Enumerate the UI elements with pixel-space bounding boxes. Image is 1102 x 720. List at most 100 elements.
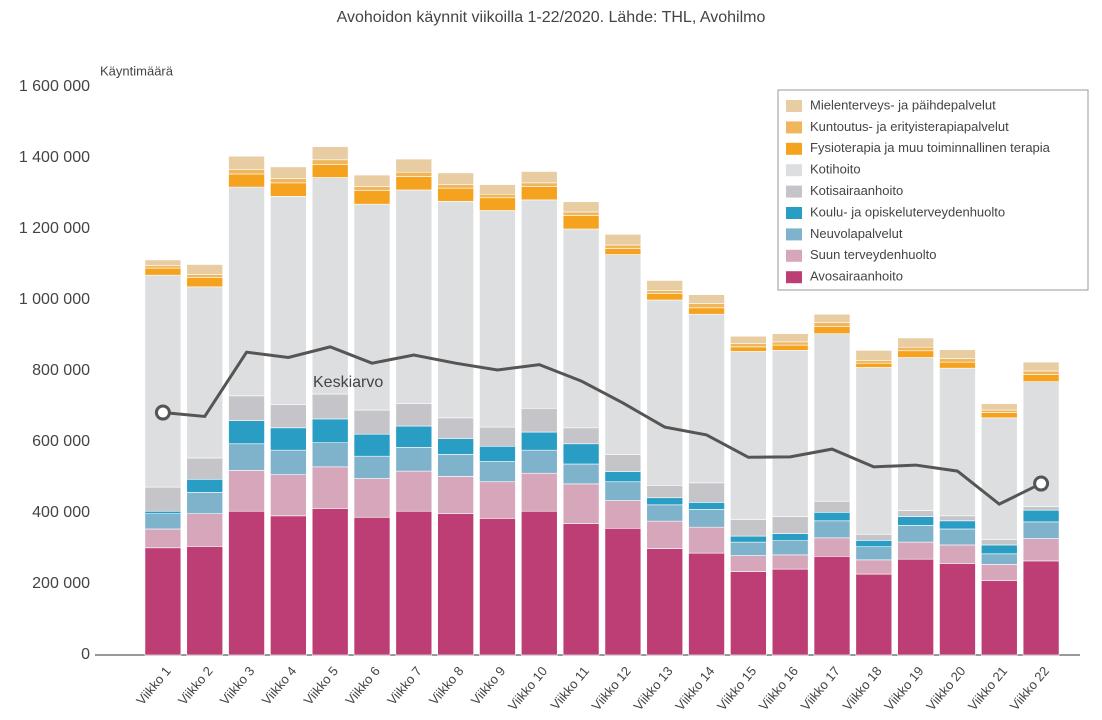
bar-segment	[980, 580, 1018, 656]
bar-segment	[604, 244, 642, 249]
bar-segment	[939, 367, 976, 517]
bar-segment	[520, 171, 558, 184]
bar-segment	[855, 367, 893, 535]
bar-segment	[980, 409, 1018, 413]
bar-segment	[897, 525, 934, 543]
bar-segment	[604, 500, 642, 529]
bar-segment	[939, 358, 976, 363]
bar-segment	[980, 553, 1018, 565]
x-tick-label: Viikko 10	[505, 663, 550, 713]
bar-segment	[813, 333, 851, 502]
legend-swatch	[786, 121, 802, 134]
x-tick-label: Viikko 11	[547, 663, 592, 712]
bar-segment	[270, 474, 307, 517]
bar-segment	[186, 277, 224, 288]
x-tick-label: Viikko 16	[756, 663, 801, 713]
line-end-marker	[154, 404, 171, 421]
bar-segment	[771, 540, 809, 556]
bar-segment	[646, 293, 684, 301]
bar-segment	[855, 540, 893, 548]
bar-segment	[646, 290, 684, 294]
bar-segment	[228, 470, 265, 512]
bar-segment	[311, 466, 349, 509]
x-tick-label: Viikko 6	[342, 663, 383, 707]
bar-segment	[270, 404, 307, 429]
bar-segment	[855, 350, 893, 361]
bar-segment	[897, 346, 934, 352]
bar-segment	[730, 571, 767, 656]
bar-segment	[395, 158, 433, 173]
legend-label: Kotihoito	[810, 162, 861, 177]
bar-segment	[604, 248, 642, 255]
bar-segment	[520, 182, 558, 187]
bar-segment	[813, 500, 851, 513]
bar-segment	[646, 504, 684, 522]
bar-segment	[604, 471, 642, 483]
bar-segment	[395, 447, 433, 472]
x-tick-label: Viikko 2	[175, 663, 216, 707]
bar-segment	[897, 337, 934, 348]
bar-segment	[479, 426, 516, 447]
bar-segment	[688, 526, 725, 554]
bar-segment	[688, 294, 725, 304]
bar-segment	[562, 228, 600, 429]
bar-segment	[479, 518, 516, 656]
bar-segment	[813, 326, 851, 335]
x-tick-label: Viikko 3	[217, 663, 258, 707]
legend-label: Kotisairaanhoito	[810, 183, 903, 198]
line-annotation: Keskiarvo	[313, 374, 383, 391]
bar-segment	[897, 357, 934, 511]
bar-segment	[437, 172, 474, 185]
bar-segment	[270, 427, 307, 451]
bar-segment	[813, 537, 851, 557]
bar-segment	[353, 433, 391, 457]
bar-segment	[437, 454, 474, 477]
bar-segment	[980, 544, 1018, 555]
bar-segment	[186, 457, 224, 480]
chart-title: Avohoidon käynnit viikoilla 1-22/2020. L…	[337, 9, 766, 26]
legend-swatch	[786, 228, 802, 241]
x-tick-label: Viikko 1	[133, 663, 174, 707]
bar-segment	[395, 470, 433, 512]
bar-segment	[771, 516, 809, 534]
bar-segment	[520, 199, 558, 409]
bar-segment	[311, 159, 349, 165]
bar-segment	[688, 307, 725, 315]
bar-segment	[813, 520, 851, 539]
bar-segment	[730, 335, 767, 344]
bar-segment	[646, 280, 684, 291]
bar-segment	[562, 523, 600, 656]
legend-label: Suun terveydenhuolto	[810, 247, 936, 262]
x-tick-label: Viikko 4	[259, 663, 300, 707]
bar-segment	[395, 189, 433, 404]
bar-segment	[270, 196, 307, 406]
y-tick-label: 200 000	[32, 575, 90, 592]
x-tick-label: Viikko 21	[965, 663, 1010, 713]
bar-segment	[855, 533, 893, 541]
bar-segment	[980, 539, 1018, 546]
y-axis-label: Käyntimäärä	[100, 63, 174, 78]
bar-segment	[144, 510, 182, 515]
bar-segment	[186, 264, 224, 275]
bar-segment	[186, 546, 224, 656]
bar-segment	[311, 164, 349, 178]
bar-segment	[144, 274, 182, 488]
bar-segment	[1022, 506, 1060, 511]
bar-segment	[270, 449, 307, 475]
bar-segment	[730, 535, 767, 543]
x-tick-label: Viikko 12	[589, 663, 634, 713]
bar-segment	[646, 520, 684, 549]
bar-segment	[228, 173, 265, 188]
bar-segment	[855, 573, 893, 656]
y-tick-label: 600 000	[32, 433, 90, 450]
bar-segment	[270, 166, 307, 179]
bar-segment	[437, 513, 474, 656]
bar-segment	[520, 431, 558, 451]
bar-segment	[604, 527, 642, 656]
legend-swatch	[786, 142, 802, 155]
bar-segment	[479, 210, 516, 428]
bar-segment	[562, 215, 600, 230]
y-tick-label: 400 000	[32, 504, 90, 521]
bar-segment	[520, 449, 558, 474]
